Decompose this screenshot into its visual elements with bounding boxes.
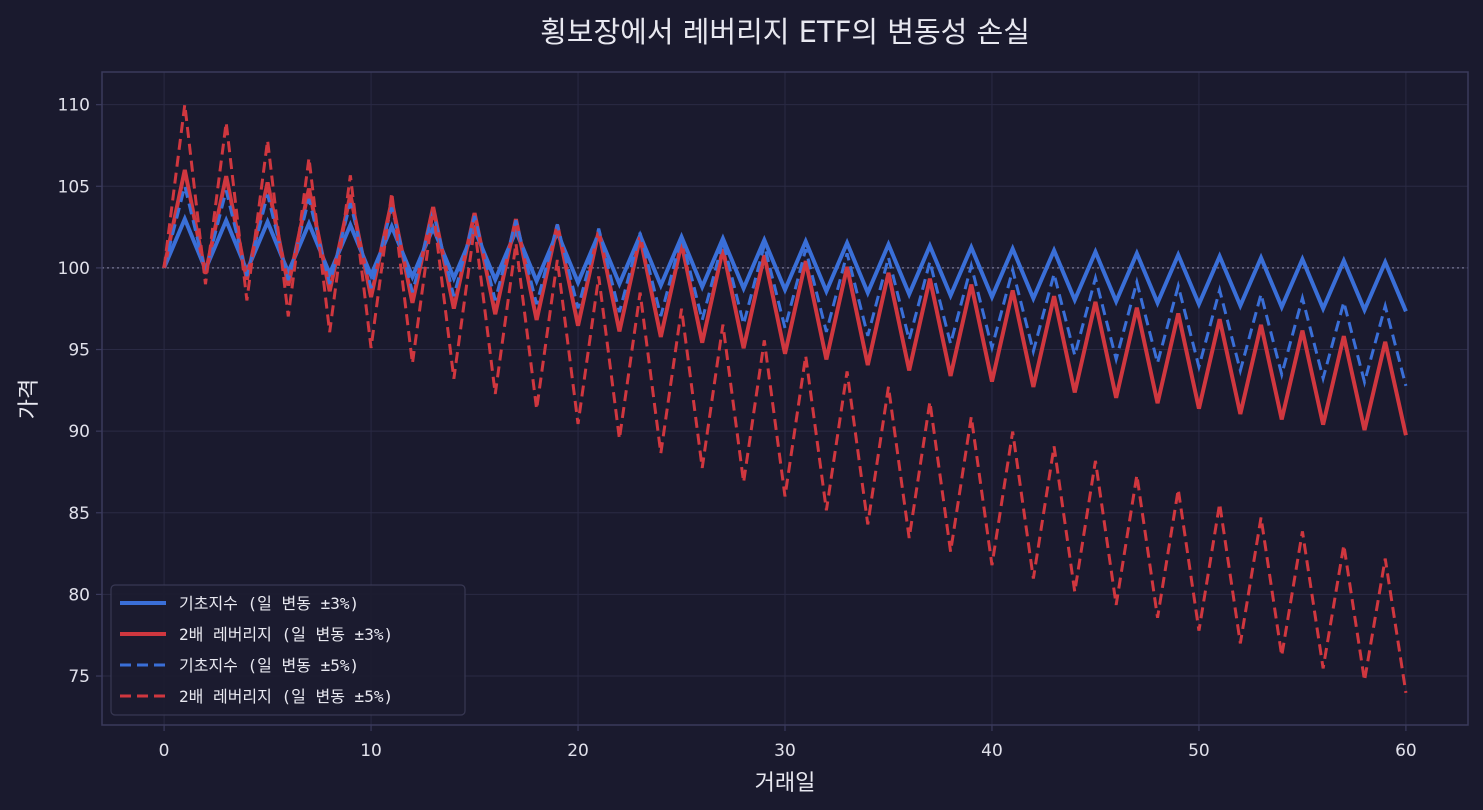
y-tick-label: 95: [68, 341, 90, 361]
x-tick-label: 20: [567, 741, 589, 761]
y-tick-label: 110: [58, 96, 90, 116]
x-tick-label: 30: [774, 741, 796, 761]
y-axis-label: 가격: [17, 379, 42, 419]
y-tick-label: 90: [68, 422, 90, 442]
series-line-1: [162, 213, 1408, 315]
legend-label-1: 기초지수 (일 변동 ±3%): [179, 594, 359, 613]
legend-label-4: 2배 레버리지 (일 변동 ±5%): [179, 687, 393, 706]
y-tick-label: 75: [68, 667, 90, 687]
chart-title: 횡보장에서 레버리지 ETF의 변동성 손실: [540, 15, 1030, 49]
y-tick-label: 80: [68, 585, 90, 605]
series-line-2: [162, 169, 1408, 436]
legend-label-3: 기초지수 (일 변동 ±5%): [179, 656, 359, 675]
x-tick-label: 60: [1395, 741, 1417, 761]
x-tick-label: 10: [360, 741, 382, 761]
legend-box: [110, 584, 466, 716]
y-tick-label: 85: [68, 504, 90, 524]
x-axis-label: 거래일: [755, 771, 816, 796]
x-tick-label: 40: [981, 741, 1003, 761]
x-tick-label: 50: [1188, 741, 1210, 761]
x-tick-label: 0: [159, 741, 170, 761]
legend-label-2: 2배 레버리지 (일 변동 ±3%): [179, 625, 393, 644]
legend: 기초지수 (일 변동 ±3%) 2배 레버리지 (일 변동 ±3%) 기초지수 (일…: [110, 584, 466, 716]
y-tick-label: 100: [58, 259, 90, 279]
y-tick-label: 105: [58, 177, 90, 197]
series-line-3: [162, 185, 1408, 388]
series-line-4: [162, 104, 1408, 694]
